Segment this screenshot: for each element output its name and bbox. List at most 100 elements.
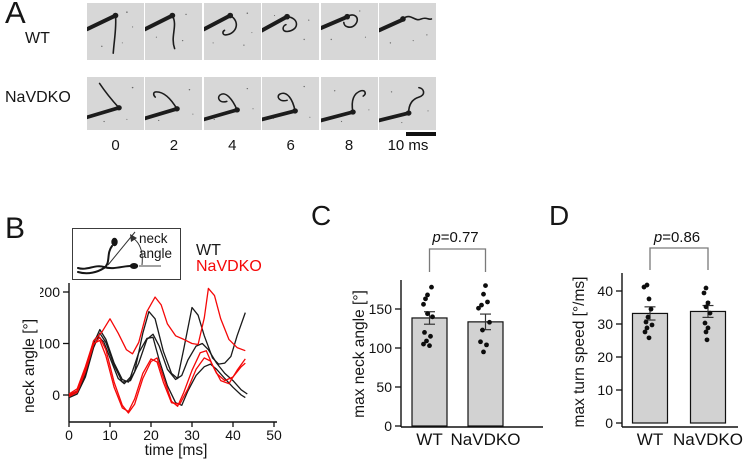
debris-speck <box>246 88 248 90</box>
x-tick-label: 10 <box>102 427 118 443</box>
micrograph-bg <box>379 77 436 130</box>
scatter-dot <box>483 283 488 288</box>
micrograph-frame-wt-5 <box>379 3 436 60</box>
debris-speck <box>213 118 215 120</box>
panel-a-row-label-wt: WT <box>25 30 50 47</box>
debris-speck <box>303 38 306 41</box>
scatter-dot <box>705 300 711 306</box>
sperm-head <box>227 12 233 19</box>
flagellum <box>282 15 298 33</box>
scatter-dot <box>429 284 434 290</box>
time-label-6: 6 <box>286 137 295 154</box>
sperm-bent-head <box>111 237 118 247</box>
debris-speck <box>101 45 103 48</box>
debris-speck <box>367 109 370 111</box>
scatter-dot <box>703 304 709 310</box>
pipette <box>379 18 404 33</box>
y-tick-label: 200 <box>40 284 60 300</box>
micrograph-frame-navdko-3 <box>262 77 320 130</box>
micrograph-frame-wt-3 <box>262 3 320 60</box>
debris-speck <box>212 42 214 44</box>
debris-speck <box>390 91 393 93</box>
scatter-dot <box>479 302 484 308</box>
debris-speck <box>340 120 342 123</box>
scatter-dot <box>427 343 432 349</box>
scatter-dot <box>424 338 429 344</box>
micrograph-frame-navdko-1 <box>145 77 203 130</box>
micrograph-bg <box>203 77 261 130</box>
scatter-dot <box>646 296 652 302</box>
x-tick-label: 0 <box>65 427 73 443</box>
trace-wt-1 <box>68 332 248 399</box>
x-tick-label: 40 <box>225 427 241 443</box>
sperm-head <box>234 107 240 113</box>
flagellum <box>217 93 238 111</box>
scatter-dot <box>425 311 430 317</box>
bar-navdko <box>467 321 504 427</box>
sperm-bent-tail <box>77 245 113 275</box>
micrograph-frame-wt-4 <box>320 3 378 60</box>
category-label-navdko: NaVDKO <box>451 430 521 449</box>
pipette <box>379 111 411 123</box>
micrograph-bg <box>320 3 378 60</box>
scatter-dot <box>648 306 654 312</box>
panel-d-label: D <box>549 200 570 231</box>
debris-speck <box>126 11 128 13</box>
debris-speck <box>330 38 332 41</box>
scatter-dot <box>643 319 649 325</box>
debris-speck <box>389 42 392 44</box>
scatter-dot <box>649 322 655 328</box>
micrograph-bg <box>379 3 436 60</box>
scatter-dot <box>422 330 427 335</box>
debris-speck <box>192 113 194 115</box>
micrograph-frame-navdko-5 <box>379 77 436 130</box>
panel-d-chart: 0 10 20 30 40 WT NaVDKO p=0.86 <box>597 229 743 449</box>
scatter-dot <box>644 325 650 331</box>
debris-speck <box>427 110 429 112</box>
sperm-head <box>112 12 119 19</box>
flagellum <box>351 89 366 113</box>
debris-speck <box>156 36 158 38</box>
bar-wt <box>631 312 669 424</box>
sperm-head <box>349 109 356 115</box>
pipette <box>262 14 290 33</box>
y-tick-label: 50 <box>376 379 392 395</box>
micrograph-frame-navdko-0 <box>87 77 144 130</box>
x-tick-label: 50 <box>266 427 282 443</box>
debris-speck <box>303 85 306 88</box>
legend-entry-navdko: NaVDKO <box>196 258 262 275</box>
scale-bar-label: 10 ms <box>387 137 429 154</box>
y-tick-label: 100 <box>40 336 60 352</box>
micrograph-frame-navdko-2 <box>203 77 261 130</box>
sperm-straight-head <box>129 263 139 269</box>
legend-entry-wt: WT <box>196 242 221 259</box>
y-tick-label: 20 <box>597 349 613 365</box>
panel-c-label: C <box>311 200 332 231</box>
p-value: p=0.77 <box>431 229 478 246</box>
panel-b-y-axis-label: neck angle [°] <box>21 318 38 414</box>
scatter-dot <box>423 296 428 302</box>
arrowhead-icon <box>130 234 137 242</box>
y-tick-label: 0 <box>384 418 392 434</box>
scatter-dot <box>480 327 485 333</box>
debris-speck <box>132 26 134 28</box>
debris-speck <box>131 86 134 89</box>
debris-speck <box>364 36 366 38</box>
pipette <box>262 109 298 122</box>
scatter-dot <box>428 333 433 339</box>
sperm-head <box>284 13 291 20</box>
x-tick-label: 30 <box>184 427 200 443</box>
flagellum <box>342 14 358 28</box>
debris-speck <box>412 40 414 42</box>
pipette <box>145 106 180 121</box>
scatter-dot <box>641 284 647 290</box>
trace-wt-2 <box>68 335 246 406</box>
y-tick-label: 150 <box>369 301 393 317</box>
y-tick-label: 40 <box>597 283 613 299</box>
time-label-4: 4 <box>228 137 237 154</box>
micrograph-frame-wt-0 <box>87 3 144 60</box>
pipette <box>320 15 347 31</box>
scatter-dot <box>425 292 430 298</box>
debris-speck <box>185 13 188 16</box>
micrograph-bg <box>203 3 261 60</box>
